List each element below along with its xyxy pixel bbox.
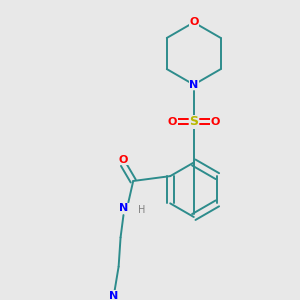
- Text: S: S: [189, 115, 198, 128]
- Text: N: N: [189, 80, 198, 90]
- Text: O: O: [168, 117, 177, 127]
- Text: N: N: [109, 291, 119, 300]
- Text: O: O: [189, 17, 199, 27]
- Text: N: N: [109, 291, 119, 300]
- Text: O: O: [119, 154, 128, 165]
- Text: N: N: [119, 203, 128, 213]
- Text: O: O: [211, 117, 220, 127]
- Text: H: H: [138, 205, 146, 215]
